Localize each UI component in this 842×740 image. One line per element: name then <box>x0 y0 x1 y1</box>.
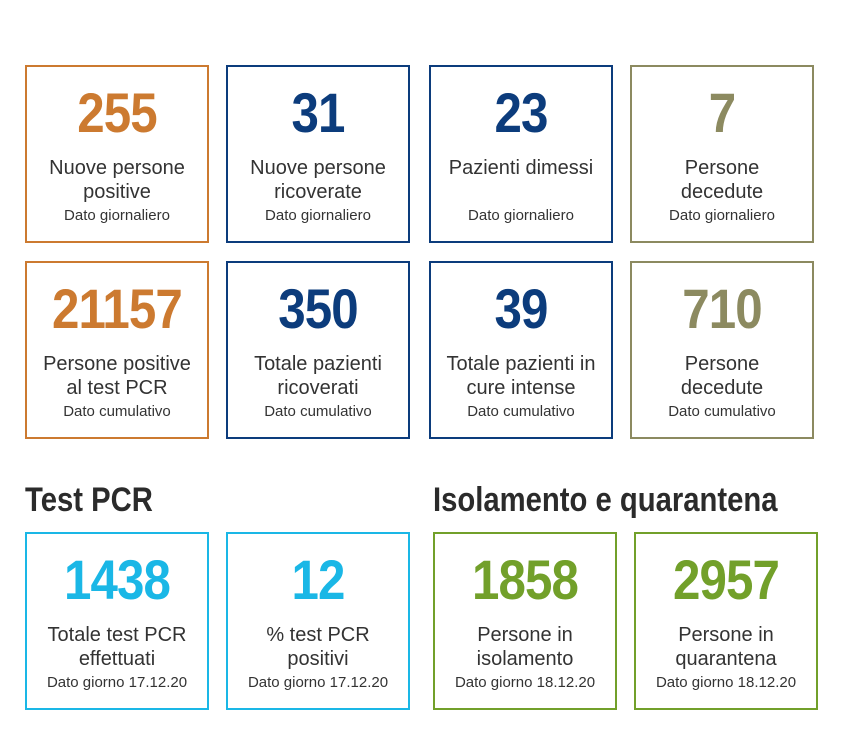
stat-value: 21157 <box>52 277 183 340</box>
card-new-positives: 255 Nuove persone positive Dato giornali… <box>25 65 209 243</box>
stat-value: 7 <box>708 81 736 144</box>
stat-label: % test PCR positivi <box>232 623 404 671</box>
stat-note: Dato cumulativo <box>467 403 575 420</box>
stat-label-line: effettuati <box>78 648 156 670</box>
stat-note: Dato giornaliero <box>265 207 371 224</box>
card-intensive-care: 39 Totale pazienti in cure intense Dato … <box>429 261 613 439</box>
stat-label: Persone in quarantena <box>640 623 812 671</box>
stat-note: Dato giornaliero <box>669 207 775 224</box>
stat-label-line: isolamento <box>476 648 574 670</box>
stat-label-line: positivi <box>287 648 349 670</box>
stat-note: Dato giorno 17.12.20 <box>46 674 188 691</box>
stat-label-line: Persone <box>684 157 760 179</box>
stat-label-line: Totale pazienti <box>254 353 382 375</box>
stat-value: 1438 <box>63 548 171 611</box>
section-title-test-pcr: Test PCR <box>25 481 153 519</box>
stat-label-line: cure intense <box>466 377 576 399</box>
card-new-deaths: 7 Persone decedute Dato giornaliero <box>630 65 814 243</box>
card-total-positives: 21157 Persone positive al test PCR Dato … <box>25 261 209 439</box>
stat-label-line: Persone in <box>477 624 573 646</box>
stat-label: Persone in isolamento <box>439 623 611 671</box>
stat-note: Dato giorno 17.12.20 <box>247 674 389 691</box>
stat-label-line: ricoverati <box>277 377 359 399</box>
stat-value: 12 <box>291 548 345 611</box>
stat-note: Dato giorno 18.12.20 <box>454 674 596 691</box>
stat-label-line: Totale pazienti in <box>446 353 596 375</box>
stat-label-line: Persone in <box>678 624 774 646</box>
stat-value: 350 <box>278 277 358 340</box>
stat-label-line: Pazienti dimessi <box>448 157 594 179</box>
stat-note: Dato cumulativo <box>668 403 776 420</box>
stat-label-line: decedute <box>680 181 764 203</box>
card-discharged: 23 Pazienti dimessi Dato giornaliero <box>429 65 613 243</box>
stat-note: Dato giornaliero <box>64 207 170 224</box>
stat-label-line: positive <box>83 181 151 203</box>
stat-value: 39 <box>494 277 548 340</box>
stat-note: Dato cumulativo <box>264 403 372 420</box>
stat-label: Persone positive al test PCR <box>31 352 203 400</box>
stat-label: Pazienti dimessi <box>435 156 607 180</box>
card-total-hospitalized: 350 Totale pazienti ricoverati Dato cumu… <box>226 261 410 439</box>
stat-label: Nuove persone positive <box>31 156 203 204</box>
stat-value: 23 <box>494 81 548 144</box>
stat-label: Nuove persone ricoverate <box>232 156 404 204</box>
stat-label: Persone decedute <box>636 352 808 400</box>
stat-label-line: Persone <box>684 353 760 375</box>
stat-label-line: % test PCR <box>266 624 370 646</box>
stat-label: Totale pazienti ricoverati <box>232 352 404 400</box>
stat-note: Dato giorno 18.12.20 <box>655 674 797 691</box>
stat-label: Totale test PCR effettuati <box>31 623 203 671</box>
stat-label: Persone decedute <box>636 156 808 204</box>
stat-label-line: Nuove persone <box>250 157 386 179</box>
stat-label-line: Totale test PCR <box>47 624 187 646</box>
stat-value: 1858 <box>471 548 579 611</box>
stat-note: Dato cumulativo <box>63 403 171 420</box>
stat-label-line: Persone positive <box>43 353 191 375</box>
section-title-isolation: Isolamento e quarantena <box>433 481 778 519</box>
card-total-deaths: 710 Persone decedute Dato cumulativo <box>630 261 814 439</box>
stat-label: Totale pazienti in cure intense <box>435 352 607 400</box>
stat-label-line: decedute <box>680 377 764 399</box>
card-isolation: 1858 Persone in isolamento Dato giorno 1… <box>433 532 617 710</box>
stat-label-line: al test PCR <box>66 377 168 399</box>
stat-note: Dato giornaliero <box>468 207 574 224</box>
card-pcr-positive-rate: 12 % test PCR positivi Dato giorno 17.12… <box>226 532 410 710</box>
card-total-pcr-tests: 1438 Totale test PCR effettuati Dato gio… <box>25 532 209 710</box>
stat-label-line: Nuove persone <box>49 157 185 179</box>
stat-label-line: quarantena <box>675 648 777 670</box>
card-new-hospitalized: 31 Nuove persone ricoverate Dato giornal… <box>226 65 410 243</box>
card-quarantine: 2957 Persone in quarantena Dato giorno 1… <box>634 532 818 710</box>
stat-value: 2957 <box>672 548 780 611</box>
stat-value: 31 <box>291 81 345 144</box>
stat-value: 710 <box>682 277 762 340</box>
stat-value: 255 <box>77 81 157 144</box>
stat-label-line: ricoverate <box>274 181 362 203</box>
